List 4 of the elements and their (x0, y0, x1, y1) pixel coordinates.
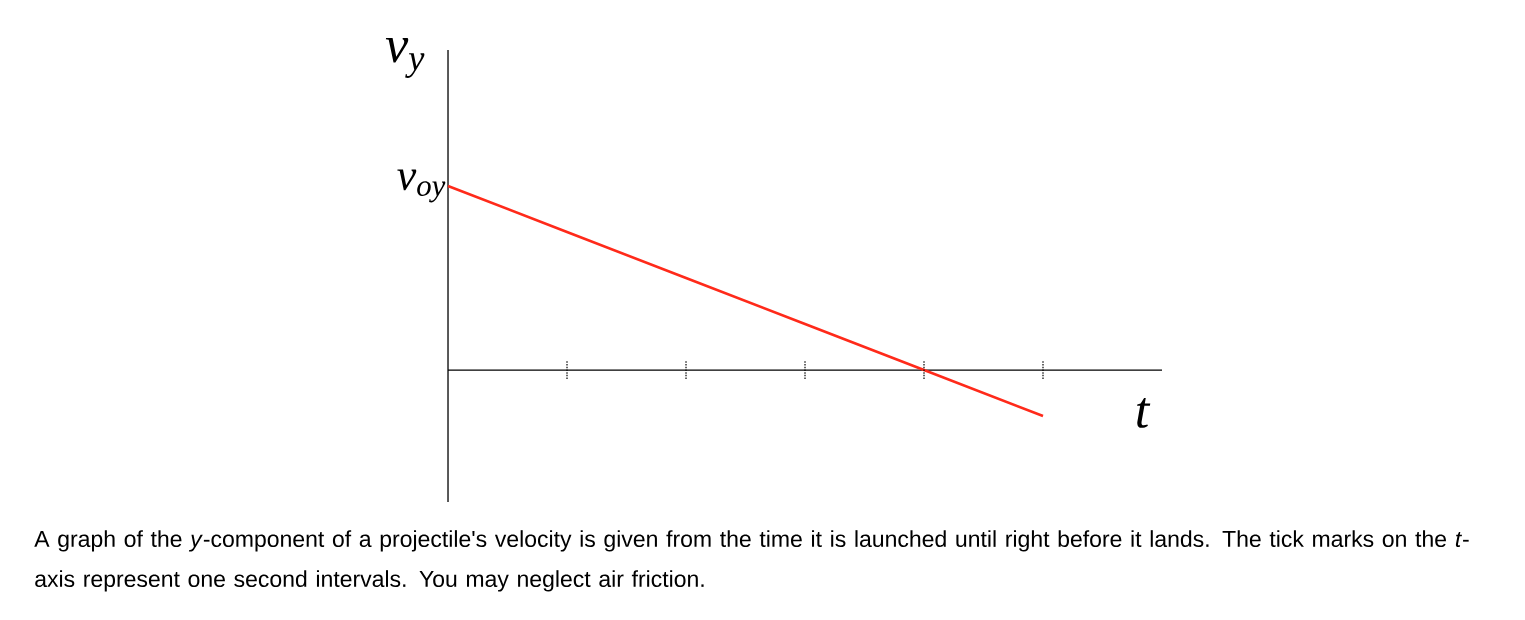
x-axis-title: t (1137, 398, 1151, 428)
y-axis-title: v$_{y}$ (385, 38, 425, 78)
text: A graph of the y-component of a projectile's velocity is given from the time it is launched until right before it lands. The tick marks on the t-axis represent one second intervals. You may neglect air friction. (34, 530, 1469, 592)
text: v$_{oy}$ (397, 169, 446, 203)
